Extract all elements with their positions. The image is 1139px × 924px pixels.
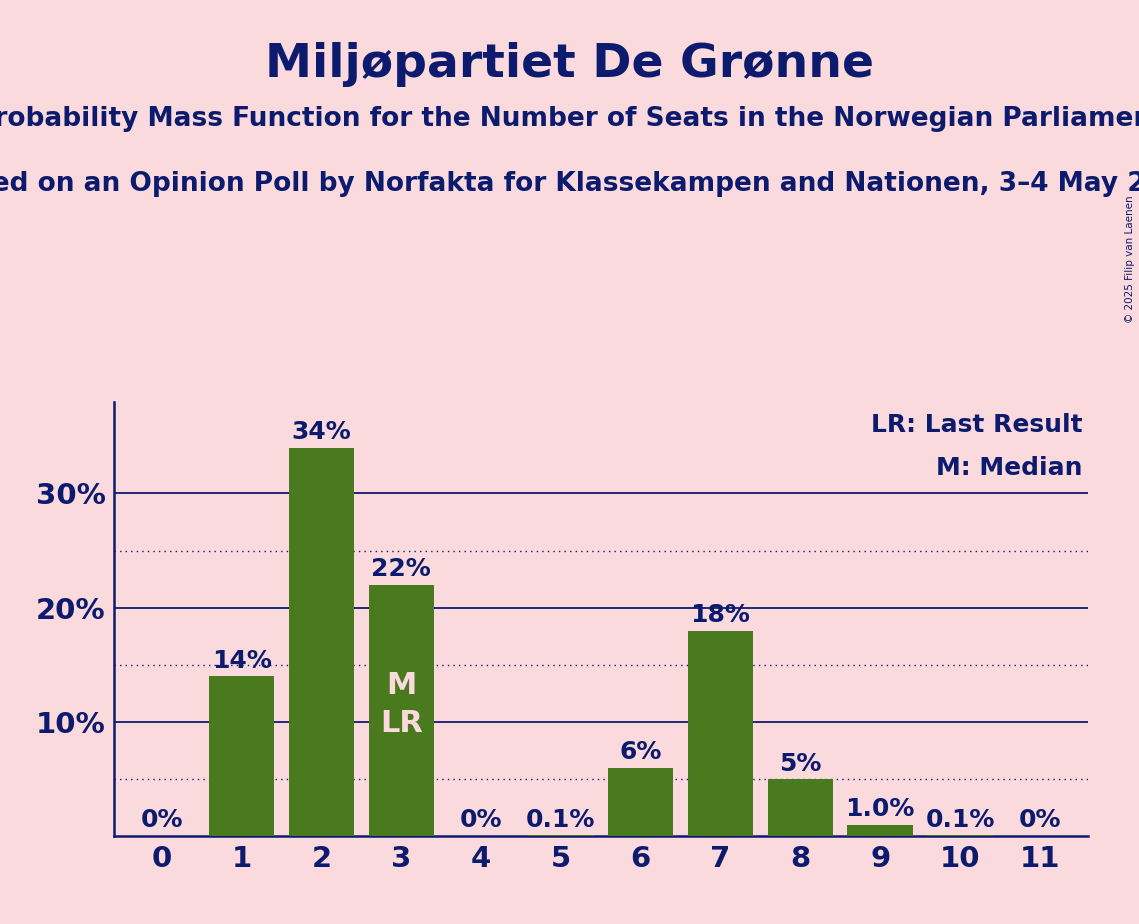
Bar (288, 447, 354, 836)
Text: 1.0%: 1.0% (845, 797, 915, 821)
Text: © 2025 Filip van Laenen: © 2025 Filip van Laenen (1125, 195, 1134, 322)
Bar (208, 676, 274, 836)
Text: 0%: 0% (140, 808, 183, 833)
Text: 0%: 0% (460, 808, 502, 833)
Text: 0.1%: 0.1% (925, 808, 994, 832)
Bar (768, 779, 833, 836)
Text: M: Median: M: Median (936, 456, 1083, 480)
Text: Based on an Opinion Poll by Norfakta for Klassekampen and Nationen, 3–4 May 2022: Based on an Opinion Poll by Norfakta for… (0, 171, 1139, 197)
Text: M
LR: M LR (379, 671, 423, 738)
Text: 22%: 22% (371, 557, 432, 581)
Bar (369, 585, 434, 836)
Bar (927, 835, 993, 836)
Bar (528, 835, 593, 836)
Text: LR: Last Result: LR: Last Result (871, 413, 1083, 437)
Text: 0%: 0% (1018, 808, 1062, 833)
Text: 6%: 6% (620, 740, 662, 764)
Text: Miljøpartiet De Grønne: Miljøpartiet De Grønne (265, 42, 874, 87)
Text: 0.1%: 0.1% (526, 808, 596, 832)
Text: 18%: 18% (690, 603, 751, 627)
Text: Probability Mass Function for the Number of Seats in the Norwegian Parliament: Probability Mass Function for the Number… (0, 106, 1139, 132)
Bar (608, 768, 673, 836)
Bar (688, 630, 753, 836)
Bar (847, 825, 913, 836)
Text: 34%: 34% (292, 420, 351, 444)
Text: 14%: 14% (212, 649, 271, 673)
Text: 5%: 5% (779, 751, 821, 775)
